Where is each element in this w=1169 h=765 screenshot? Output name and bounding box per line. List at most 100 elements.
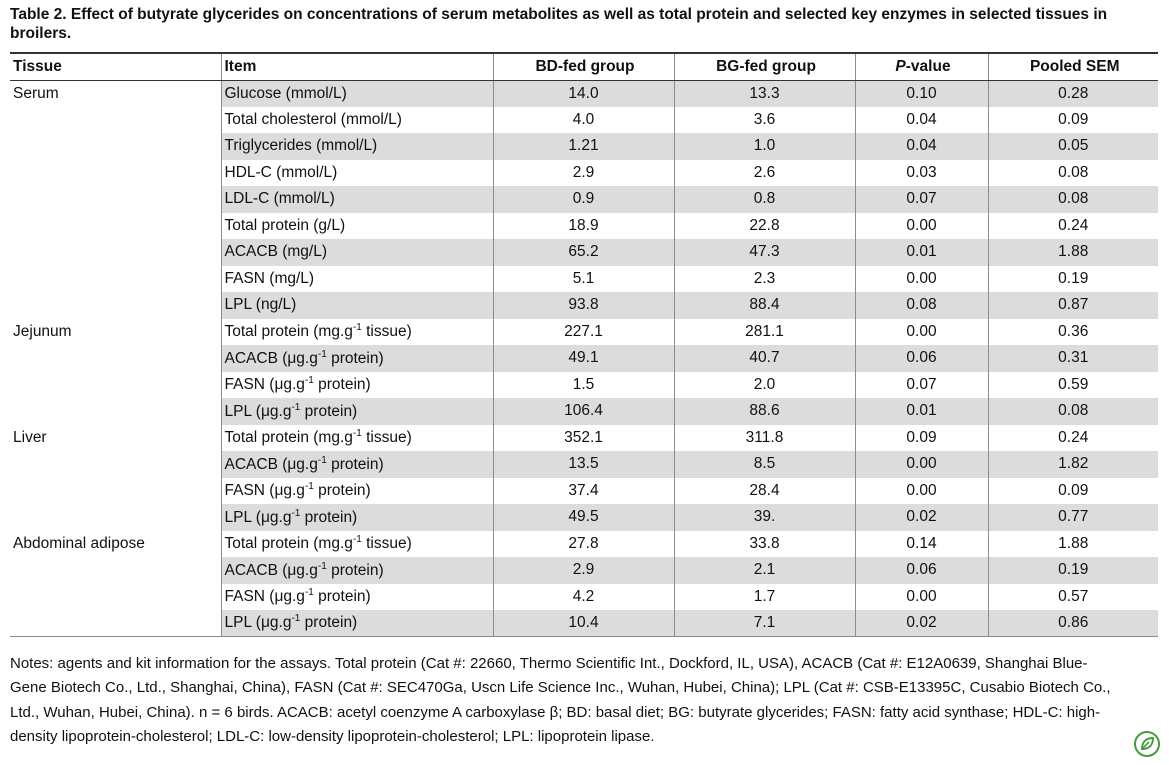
cell-bg: 8.5: [674, 451, 856, 478]
cell-tissue: Jejunum: [10, 318, 222, 345]
cell-tissue: [10, 371, 222, 398]
cell-item: FASN (μg.g-1 protein): [221, 371, 494, 398]
cell-item: LPL (μg.g-1 protein): [221, 398, 494, 425]
cell-tissue: [10, 159, 222, 186]
cell-item: LPL (μg.g-1 protein): [221, 504, 494, 531]
item-text: LPL (μg.g: [224, 508, 292, 526]
cell-p-value: 0.01: [855, 398, 989, 425]
cell-bg: 88.4: [674, 292, 856, 319]
cell-tissue: Serum: [10, 80, 222, 107]
cell-bd: 49.1: [493, 345, 675, 372]
cell-item: LPL (ng/L): [221, 292, 494, 319]
cell-bg: 3.6: [674, 106, 856, 133]
data-table: Tissue Item BD-fed group BG-fed group P-…: [10, 52, 1158, 637]
table-row: Serum Glucose (mmol/L) 14.0 13.3 0.10 0.28: [10, 80, 1158, 107]
item-unit: protein): [313, 588, 371, 606]
cell-item: Total cholesterol (mmol/L): [221, 106, 494, 133]
cell-bg: 33.8: [674, 530, 856, 557]
cell-bd: 65.2: [493, 239, 675, 266]
item-text: ACACB (μg.g: [224, 561, 318, 579]
table-row: LPL (μg.g-1 protein) 10.4 7.1 0.02 0.86: [10, 610, 1158, 637]
cell-sem: 1.88: [1058, 534, 1089, 552]
cell-p-value: 0.07: [855, 186, 989, 213]
table-notes: Notes: agents and kit information for th…: [10, 655, 1111, 746]
cell-p-value: 0.00: [855, 451, 989, 478]
cell-sem: 0.36: [1058, 322, 1089, 340]
cell-sem: 0.09: [1058, 481, 1089, 499]
cell-item: FASN (μg.g-1 protein): [221, 583, 494, 610]
plos-leaf-icon: [1134, 731, 1160, 757]
cell-sem: 0.57: [1058, 587, 1089, 605]
item-text: LPL (μg.g: [224, 402, 292, 420]
cell-bd: 37.4: [493, 477, 675, 504]
cell-p-value: 0.04: [855, 106, 989, 133]
table-row: LDL-C (mmol/L) 0.9 0.8 0.07 0.08: [10, 186, 1158, 213]
table-row: Abdominal adipose Total protein (mg.g-1 t…: [10, 530, 1158, 557]
cell-bd: 2.9: [493, 557, 675, 584]
item-unit: protein): [300, 614, 358, 632]
item-superscript: -1: [352, 428, 362, 440]
cell-item: ACACB (μg.g-1 protein): [221, 557, 494, 584]
cell-sem: 0.28: [988, 80, 1158, 107]
cell-bg: 88.6: [674, 398, 856, 425]
cell-tissue: [10, 106, 222, 133]
cell-item: Total protein (g/L): [221, 212, 494, 239]
item-text: Total protein (mg.g: [224, 535, 353, 553]
cell-bd: 14.0: [493, 80, 675, 107]
cell-bd: 10.4: [493, 610, 675, 637]
cell-sem: 0.19: [988, 557, 1158, 584]
table-caption: Table 2. Effect of butyrate glycerides o…: [10, 6, 1108, 42]
col-header-item: Item: [221, 52, 494, 81]
item-text: ACACB (μg.g: [224, 455, 318, 473]
item-superscript: -1: [317, 560, 327, 572]
table-row: LPL (μg.g-1 protein) 106.4 88.6 0.01 0.08: [10, 398, 1158, 425]
cell-p-value: 0.04: [855, 133, 989, 160]
item-text: FASN (μg.g: [224, 376, 305, 394]
cell-bg: 1.0: [674, 133, 856, 160]
cell-sem: 0.08: [988, 398, 1158, 425]
item-unit: protein): [313, 482, 371, 500]
cell-bg: 2.0: [674, 371, 856, 398]
item-text: Total protein (mg.g: [224, 429, 353, 447]
cell-item: LPL (μg.g-1 protein): [221, 610, 494, 637]
p-italic: P: [895, 57, 906, 75]
cell-bd: 18.9: [493, 212, 675, 239]
cell-tissue: [10, 212, 222, 239]
cell-p-value: 0.09: [855, 424, 989, 451]
cell-p-value: 0.08: [855, 292, 989, 319]
item-text: FASN (μg.g: [224, 588, 305, 606]
item-unit: tissue): [361, 535, 412, 553]
table-row: ACACB (μg.g-1 protein) 13.5 8.5 0.00 1.82: [10, 451, 1158, 478]
cell-sem: 0.24: [1058, 428, 1089, 446]
cell-item: HDL-C (mmol/L): [221, 159, 494, 186]
col-header-p-value: P-value: [855, 52, 989, 81]
cell-p-value: 0.01: [855, 239, 989, 266]
item-unit: tissue): [361, 323, 412, 341]
table-row: Total protein (g/L) 18.9 22.8 0.00 0.24: [10, 212, 1158, 239]
table-row: FASN (μg.g-1 protein) 1.5 2.0 0.07 0.59: [10, 371, 1158, 398]
table-row: ACACB (μg.g-1 protein) 49.1 40.7 0.06 0.31: [10, 345, 1158, 372]
cell-bd: 27.8: [493, 530, 675, 557]
cell-bd: 5.1: [493, 265, 675, 292]
cell-tissue: [10, 186, 222, 213]
cell-sem: 1.82: [988, 451, 1158, 478]
cell-p-value: 0.10: [855, 80, 989, 107]
cell-bd: 106.4: [493, 398, 675, 425]
cell-tissue: [10, 265, 222, 292]
cell-bg: 13.3: [674, 80, 856, 107]
p-rest: -value: [905, 57, 951, 75]
item-text: ACACB (μg.g: [224, 349, 318, 367]
cell-bg: 0.8: [674, 186, 856, 213]
col-header-bd: BD-fed group: [493, 52, 675, 81]
item-superscript: -1: [352, 322, 362, 334]
item-superscript: -1: [317, 454, 327, 466]
cell-bd: 13.5: [493, 451, 675, 478]
cell-bg: 281.1: [674, 318, 856, 345]
item-superscript: -1: [291, 401, 301, 413]
cell-sem: 0.24: [1058, 216, 1089, 234]
cell-p-value: 0.02: [855, 610, 989, 637]
table-row: ACACB (μg.g-1 protein) 2.9 2.1 0.06 0.19: [10, 557, 1158, 584]
cell-bd: 0.9: [493, 186, 675, 213]
table-row: ACACB (mg/L) 65.2 47.3 0.01 1.88: [10, 239, 1158, 266]
cell-p-value: 0.00: [855, 265, 989, 292]
